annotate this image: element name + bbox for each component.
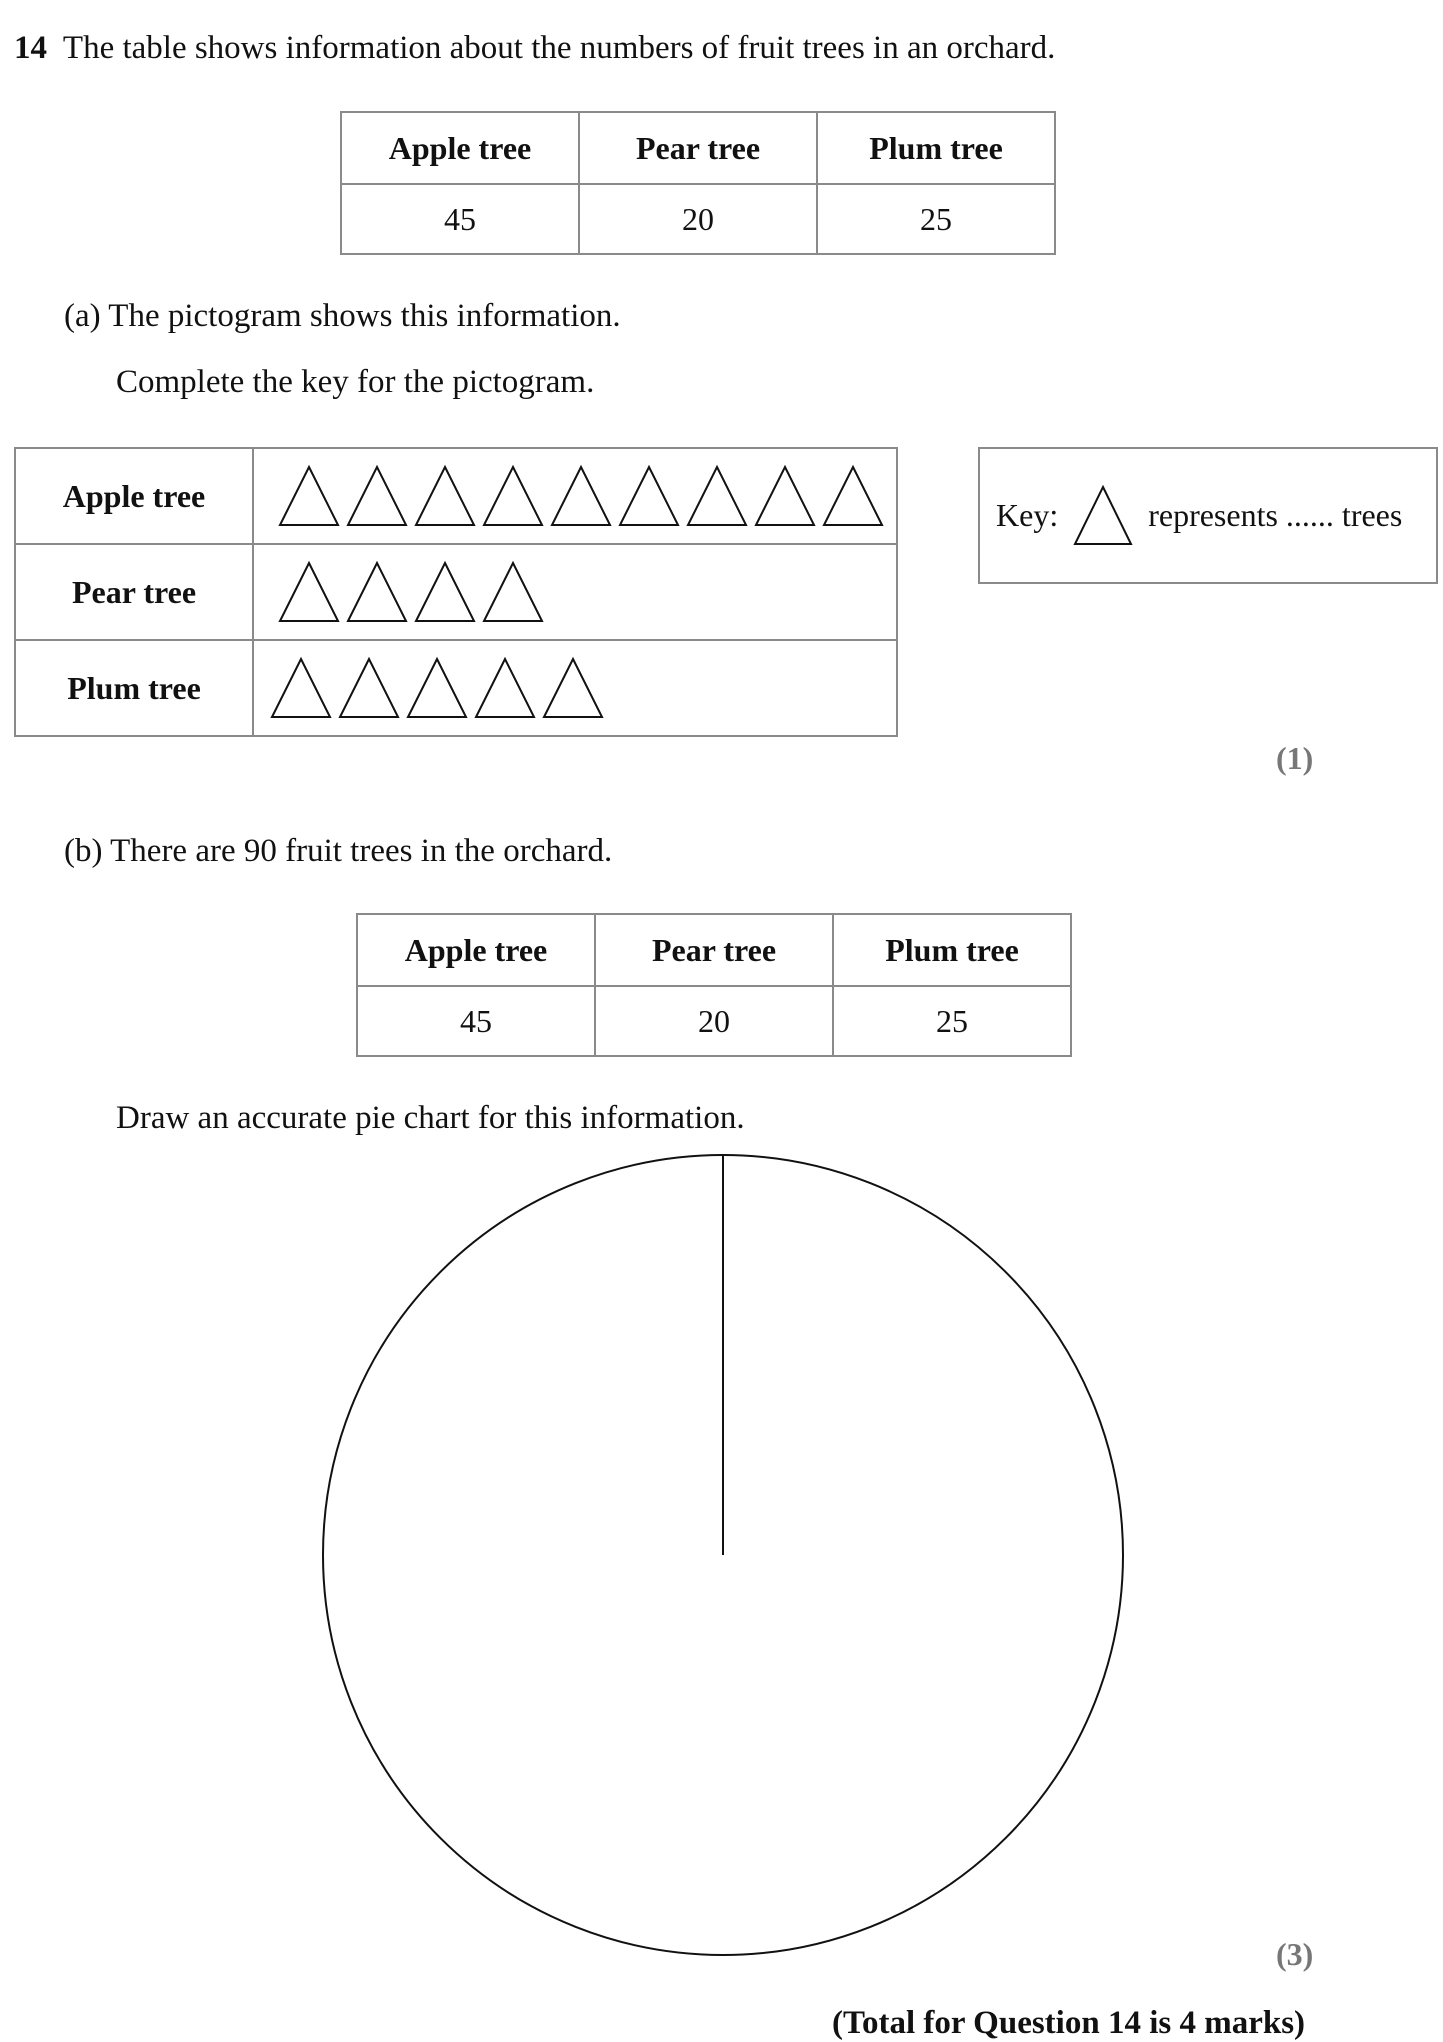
question-header: 14 The table shows information about the…	[14, 32, 1055, 65]
table-value-pear: 20	[578, 183, 818, 255]
table-b-header-pear: Pear tree	[594, 913, 834, 987]
triangle-icon	[474, 656, 536, 718]
triangle-icon	[754, 464, 816, 526]
orchard-table: Apple tree Pear tree Plum tree 45 20 25	[340, 111, 1056, 255]
triangle-icon	[270, 656, 332, 718]
pie-chart-drawing-area[interactable]	[320, 1152, 1126, 1958]
triangle-icon	[618, 464, 680, 526]
triangle-icon	[278, 464, 340, 526]
triangle-icon	[346, 464, 408, 526]
key-suffix: trees	[1341, 497, 1403, 533]
part-a-line2: Complete the key for the pictogram.	[116, 364, 595, 400]
triangle-icon	[482, 560, 544, 622]
triangle-icon	[414, 560, 476, 622]
pictogram-row-apple	[252, 447, 898, 545]
triangle-icon	[822, 464, 884, 526]
triangle-icon	[542, 656, 604, 718]
table-b-header-apple: Apple tree	[356, 913, 596, 987]
pictogram-label-pear: Pear tree	[14, 543, 254, 641]
table-b-header-plum: Plum tree	[832, 913, 1072, 987]
triangle-icon	[278, 560, 340, 622]
pictogram-row-pear	[252, 543, 898, 641]
table-header-pear: Pear tree	[578, 111, 818, 185]
part-b-label: (b)	[64, 833, 103, 869]
part-b-marks: (3)	[1276, 1936, 1314, 1972]
pictogram: Apple tree Pear tree Plum tree	[14, 447, 898, 737]
question-number: 14	[14, 30, 47, 66]
part-b-instruction: Draw an accurate pie chart for this info…	[116, 1100, 745, 1136]
orchard-table-b: Apple tree Pear tree Plum tree 45 20 25	[356, 913, 1072, 1057]
part-a-marks: (1)	[1276, 740, 1314, 776]
triangle-icon	[346, 560, 408, 622]
key-answer-blank[interactable]: ......	[1285, 497, 1334, 533]
table-header-apple: Apple tree	[340, 111, 580, 185]
triangle-icon	[414, 464, 476, 526]
triangle-icon	[686, 464, 748, 526]
part-b-text1: There are 90 fruit trees in the orchard.	[110, 833, 613, 869]
table-b-value-pear: 20	[594, 985, 834, 1057]
triangle-icon	[482, 464, 544, 526]
part-b-line1: (b) There are 90 fruit trees in the orch…	[64, 835, 612, 868]
part-a-label: (a)	[64, 298, 101, 334]
pictogram-label-plum: Plum tree	[14, 639, 254, 737]
pictogram-key: Key: represents ...... trees	[978, 447, 1438, 584]
table-b-value-apple: 45	[356, 985, 596, 1057]
table-b-value-plum: 25	[832, 985, 1072, 1057]
triangle-icon	[338, 656, 400, 718]
key-prefix: Key:	[996, 497, 1059, 533]
triangle-icon	[406, 656, 468, 718]
question-total: (Total for Question 14 is 4 marks)	[832, 2005, 1306, 2041]
pictogram-label-apple: Apple tree	[14, 447, 254, 545]
triangle-icon	[550, 464, 612, 526]
table-header-plum: Plum tree	[816, 111, 1056, 185]
triangle-icon	[1073, 484, 1133, 545]
key-middle: represents	[1148, 497, 1278, 533]
part-a-line1: (a) The pictogram shows this information…	[64, 300, 621, 333]
table-value-plum: 25	[816, 183, 1056, 255]
part-a-text1: The pictogram shows this information.	[108, 298, 621, 334]
pictogram-row-plum	[252, 639, 898, 737]
table-value-apple: 45	[340, 183, 580, 255]
question-intro: The table shows information about the nu…	[62, 30, 1056, 66]
